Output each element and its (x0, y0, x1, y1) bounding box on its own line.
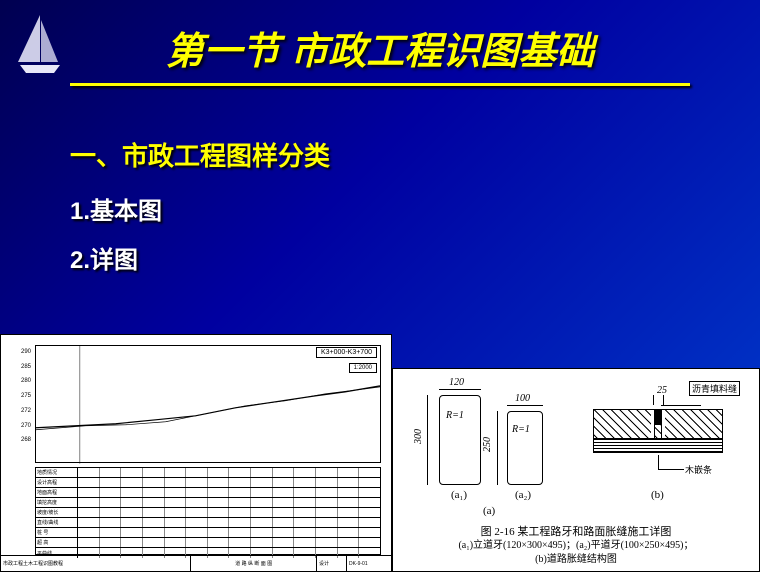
profile-plot-area (35, 345, 381, 463)
figures-row: 290285280275272270268 K3+000-K3+700 1:20… (0, 334, 760, 572)
slab-right (665, 409, 723, 439)
dim-a2-top: 100 (515, 393, 530, 404)
figure-caption: 图 2-16 某工程路牙和路面胀缝施工详图 (a₁)立道牙(120×300×49… (393, 525, 759, 567)
footer-drawing-no: DK-9-01 (347, 556, 391, 571)
label-b: (b) (651, 489, 664, 501)
dim-gap: 25 (657, 385, 667, 396)
data-bands: 地质情况设计高程地面高程填挖高度坡度/坡长直线/曲线桩 号超 高平曲线 (35, 467, 381, 555)
footer-design: 设计 (317, 556, 347, 571)
label-a1: (a₁) (451, 489, 467, 501)
footer-left: 市政工程土木工程识图教程 (1, 556, 191, 571)
figure-right-details: 120 R=1 300 (a₁) 100 R=1 250 (a₂) (a) 25 (392, 368, 760, 572)
label-wood-strip: 木嵌条 (685, 463, 712, 476)
footer-mid: 道 路 纵 断 面 图 (191, 556, 317, 571)
sailboat-icon (10, 10, 70, 80)
slide-title: 第一节 市政工程识图基础 (0, 0, 760, 75)
curb-a1-r: R=1 (446, 410, 464, 421)
caption-line3: (b)道路胀缝结构图 (393, 553, 759, 567)
y-axis-ticks: 290285280275272270268 (17, 345, 31, 448)
slab-left (593, 409, 651, 439)
base-layer (593, 439, 723, 453)
curb-a2-r: R=1 (512, 424, 530, 435)
curb-a1: R=1 (439, 395, 481, 485)
dim-a2-side: 250 (482, 437, 493, 452)
list-item-2: 2.详图 (70, 240, 760, 275)
curb-group: 120 R=1 300 (a₁) 100 R=1 250 (a₂) (a) (423, 385, 573, 505)
profile-svg (36, 346, 380, 464)
label-a2: (a₂) (515, 489, 531, 501)
content-block: 一、市政工程图样分类 1.基本图 2.详图 (70, 136, 760, 275)
title-underline (70, 83, 690, 86)
dim-a1-top: 120 (449, 377, 464, 388)
dim-a1-side: 300 (413, 429, 424, 444)
caption-line1: 图 2-16 某工程路牙和路面胀缝施工详图 (393, 525, 759, 539)
label-asphalt-filler: 沥青填料缝 (689, 381, 740, 396)
joint-gap (651, 409, 665, 439)
figure-left-profile: 290285280275272270268 K3+000-K3+700 1:20… (0, 334, 392, 572)
title-block: 市政工程土木工程识图教程 道 路 纵 断 面 图 设计 DK-9-01 (1, 555, 391, 571)
joint-group: 25 沥青填料缝 木嵌条 (b) (593, 397, 743, 497)
list-item-1: 1.基本图 (70, 191, 760, 226)
label-a: (a) (483, 505, 495, 517)
caption-line2: (a₁)立道牙(120×300×495)；(a₂)平道牙(100×250×495… (393, 539, 759, 553)
curb-a2: R=1 (507, 411, 543, 485)
section-subtitle: 一、市政工程图样分类 (70, 136, 760, 173)
